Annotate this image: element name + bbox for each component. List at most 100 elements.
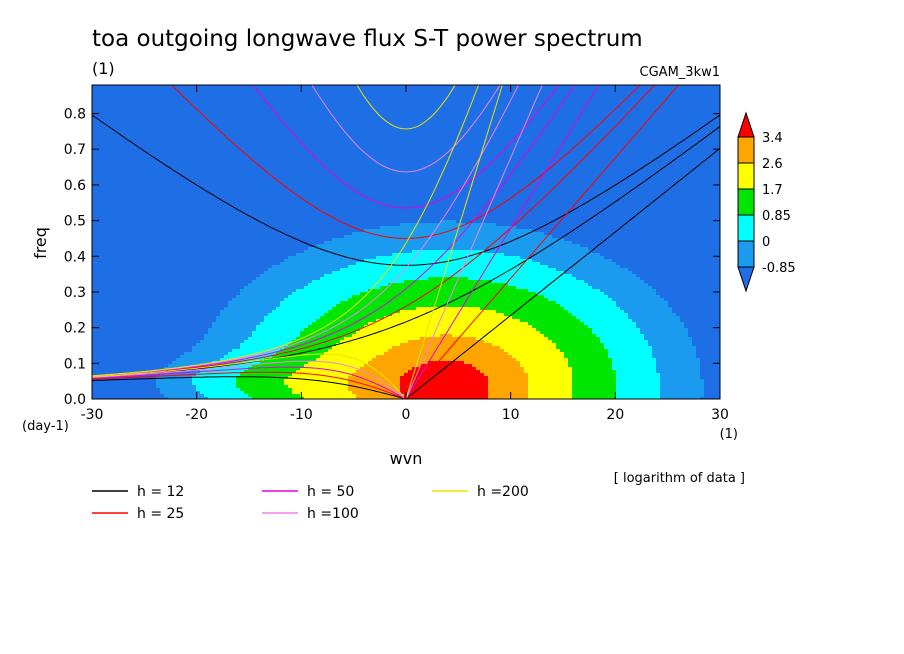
field-cell — [584, 142, 589, 146]
field-cell — [300, 127, 305, 131]
field-cell — [536, 85, 541, 89]
field-cell — [712, 133, 717, 137]
field-cell — [612, 115, 617, 119]
field-cell — [204, 85, 209, 89]
field-cell — [192, 115, 197, 119]
field-cell — [216, 163, 221, 167]
field-cell — [180, 166, 185, 170]
field-cell — [488, 145, 493, 149]
field-cell — [340, 160, 345, 164]
field-cell — [456, 163, 461, 167]
field-cell — [344, 142, 349, 146]
field-cell — [332, 127, 337, 131]
field-cell — [632, 148, 637, 152]
field-cell — [456, 127, 461, 131]
field-cell — [496, 124, 501, 128]
field-cell — [484, 91, 489, 95]
field-cell — [356, 91, 361, 95]
field-cell — [520, 148, 525, 152]
field-cell — [388, 157, 393, 161]
field-cell — [656, 148, 661, 152]
field-cell — [296, 166, 301, 170]
field-cell — [268, 133, 273, 137]
field-cell — [256, 139, 261, 143]
field-cell — [180, 130, 185, 134]
field-cell — [120, 88, 125, 92]
field-cell — [416, 127, 421, 131]
field-cell — [412, 157, 417, 161]
field-cell — [336, 154, 341, 158]
field-cell — [640, 106, 645, 110]
field-cell — [508, 130, 513, 134]
field-cell — [604, 100, 609, 104]
field-cell — [116, 97, 121, 101]
field-cell — [288, 151, 293, 155]
field-cell — [500, 136, 505, 140]
field-cell — [616, 88, 621, 92]
field-cell — [460, 133, 465, 137]
field-cell — [472, 109, 477, 113]
field-cell — [360, 154, 365, 158]
field-cell — [260, 130, 265, 134]
field-cell — [224, 85, 229, 89]
field-cell — [712, 142, 717, 146]
field-cell — [440, 175, 445, 179]
field-cell — [316, 166, 321, 170]
field-cell — [440, 178, 445, 182]
field-cell — [552, 151, 557, 155]
field-cell — [368, 142, 373, 146]
field-cell — [688, 148, 693, 152]
field-cell — [596, 160, 601, 164]
field-cell — [304, 136, 309, 140]
field-cell — [200, 118, 205, 122]
field-cell — [468, 85, 473, 89]
field-cell — [120, 136, 125, 140]
field-cell — [420, 94, 425, 98]
field-cell — [120, 85, 125, 89]
field-cell — [316, 133, 321, 137]
field-cell — [352, 160, 357, 164]
field-cell — [280, 178, 285, 182]
field-cell — [500, 151, 505, 155]
field-cell — [384, 148, 389, 152]
field-cell — [108, 85, 113, 89]
field-cell — [348, 154, 353, 158]
field-cell — [212, 100, 217, 104]
field-cell — [500, 166, 505, 170]
field-cell — [400, 109, 405, 113]
field-cell — [204, 139, 209, 143]
field-cell — [320, 166, 325, 170]
field-cell — [568, 157, 573, 161]
field-cell — [652, 124, 657, 128]
field-cell — [216, 124, 221, 128]
field-cell — [520, 166, 525, 170]
field-cell — [120, 97, 125, 101]
field-cell — [356, 139, 361, 143]
field-cell — [192, 142, 197, 146]
field-cell — [124, 136, 129, 140]
field-cell — [544, 118, 549, 122]
field-cell — [540, 172, 545, 176]
field-cell — [192, 133, 197, 137]
field-cell — [344, 166, 349, 170]
field-cell — [444, 133, 449, 137]
field-cell — [192, 145, 197, 149]
field-cell — [152, 124, 157, 128]
field-cell — [552, 148, 557, 152]
field-cell — [272, 145, 277, 149]
field-cell — [208, 109, 213, 113]
field-cell — [444, 118, 449, 122]
field-cell — [148, 136, 153, 140]
field-cell — [164, 142, 169, 146]
field-cell — [604, 94, 609, 98]
field-cell — [224, 118, 229, 122]
field-cell — [132, 148, 137, 152]
field-cell — [336, 142, 341, 146]
field-cell — [536, 106, 541, 110]
field-cell — [156, 139, 161, 143]
field-cell — [632, 151, 637, 155]
field-cell — [364, 100, 369, 104]
field-cell — [688, 94, 693, 98]
field-cell — [320, 157, 325, 161]
field-cell — [172, 112, 177, 116]
